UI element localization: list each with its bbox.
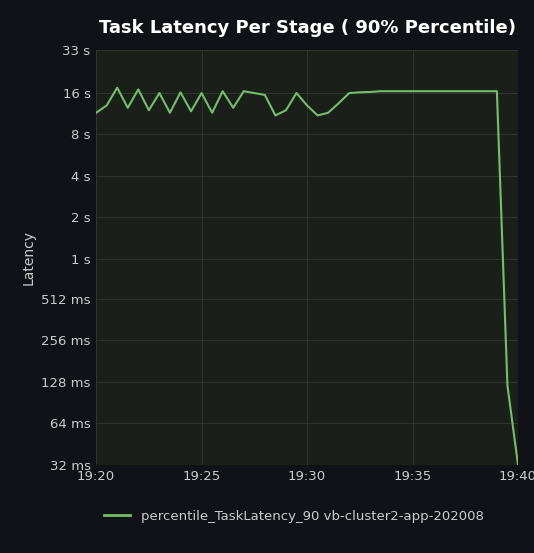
Y-axis label: Latency: Latency xyxy=(21,229,35,285)
Title: Task Latency Per Stage ( 90% Percentile): Task Latency Per Stage ( 90% Percentile) xyxy=(99,19,515,37)
Legend: percentile_TaskLatency_90 vb-cluster2-app-202008: percentile_TaskLatency_90 vb-cluster2-ap… xyxy=(98,504,489,528)
